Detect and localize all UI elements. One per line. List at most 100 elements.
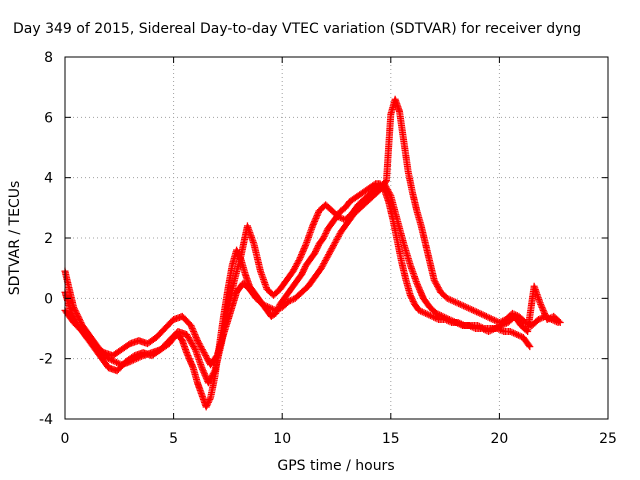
data-point <box>290 266 298 274</box>
data-point <box>311 249 319 257</box>
data-point <box>471 307 479 315</box>
data-point <box>383 184 391 192</box>
data-point <box>455 300 463 308</box>
data-point <box>297 252 305 260</box>
data-point <box>194 338 202 346</box>
data-point <box>321 257 329 265</box>
data-point <box>260 301 268 309</box>
x-tick-label: 10 <box>273 431 291 447</box>
data-point <box>319 234 327 242</box>
data-point <box>201 350 209 358</box>
data-point <box>203 401 211 409</box>
data-point <box>481 312 489 320</box>
data-point <box>286 297 294 305</box>
data-point <box>200 349 208 357</box>
data-point <box>453 299 461 307</box>
data-point <box>310 219 318 227</box>
data-point <box>205 397 213 405</box>
data-point <box>185 353 193 361</box>
data-point <box>325 249 333 257</box>
data-point <box>259 300 267 308</box>
data-point <box>474 309 482 317</box>
data-point <box>447 296 455 304</box>
data-point <box>415 306 423 314</box>
data-point <box>473 308 481 316</box>
data-point <box>556 318 564 326</box>
data-point <box>374 183 382 191</box>
data-point <box>430 276 438 284</box>
data-point <box>326 248 334 256</box>
data-point <box>317 264 325 272</box>
data-point <box>463 303 471 311</box>
data-point <box>327 246 335 254</box>
data-point <box>414 281 422 289</box>
data-point <box>208 373 216 381</box>
data-point <box>335 231 343 239</box>
data-point <box>324 252 332 260</box>
data-point <box>489 325 497 333</box>
x-axis-label: GPS time / hours <box>277 458 394 474</box>
data-point <box>193 337 201 345</box>
data-point <box>418 308 426 316</box>
data-point <box>298 251 306 259</box>
x-tick-label: 0 <box>61 431 70 447</box>
data-point <box>443 294 451 302</box>
data-point <box>113 358 121 366</box>
data-point <box>469 306 477 314</box>
data-point <box>334 232 342 240</box>
data-point <box>207 374 215 382</box>
x-tick-label: 25 <box>599 431 617 447</box>
data-point <box>436 311 444 319</box>
data-point <box>455 320 463 328</box>
data-point <box>313 211 321 219</box>
data-point <box>420 309 428 317</box>
data-point <box>198 365 206 373</box>
data-point <box>314 210 322 218</box>
data-point <box>487 315 495 323</box>
data-point <box>516 332 524 340</box>
data-point <box>291 264 299 272</box>
data-point <box>191 331 199 339</box>
data-point <box>422 309 430 317</box>
data-point <box>329 243 337 251</box>
data-point <box>418 291 426 299</box>
data-point <box>488 326 496 334</box>
data-point <box>203 355 211 363</box>
data-point <box>543 315 551 323</box>
data-point <box>296 255 304 263</box>
data-point <box>444 315 452 323</box>
data-point <box>322 228 330 236</box>
data-point <box>514 331 522 339</box>
data-point <box>192 332 200 340</box>
data-point <box>188 323 196 331</box>
data-point <box>202 352 210 360</box>
data-point <box>417 288 425 296</box>
data-point <box>375 182 383 190</box>
data-point <box>465 321 473 329</box>
data-point <box>432 279 440 287</box>
data-point <box>311 216 319 224</box>
data-point <box>454 319 462 327</box>
data-point <box>539 306 547 314</box>
data-point <box>202 353 210 361</box>
data-point <box>193 335 201 343</box>
data-point <box>321 231 329 239</box>
data-point <box>198 344 206 352</box>
data-point <box>464 304 472 312</box>
data-points <box>61 95 564 411</box>
data-point <box>265 303 273 311</box>
data-point <box>442 314 450 322</box>
data-point <box>434 284 442 292</box>
data-point <box>468 306 476 314</box>
data-point <box>319 261 327 269</box>
data-point <box>273 306 281 314</box>
data-point <box>534 315 542 323</box>
data-point <box>537 302 545 310</box>
data-point <box>457 321 465 329</box>
data-point <box>501 320 509 328</box>
data-point <box>452 318 460 326</box>
data-point <box>198 346 206 354</box>
data-point <box>206 376 214 384</box>
data-point <box>492 317 500 325</box>
data-point <box>300 266 308 274</box>
